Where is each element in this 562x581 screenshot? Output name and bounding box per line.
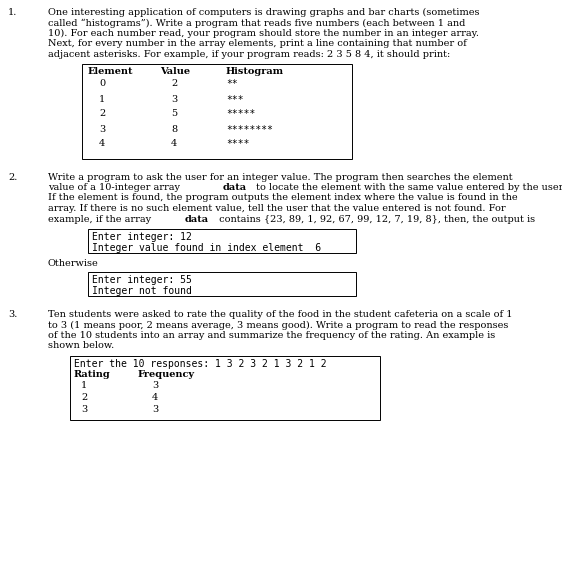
Bar <box>82 63 352 159</box>
Text: 4: 4 <box>171 139 177 149</box>
Text: Integer value found in index element  6: Integer value found in index element 6 <box>92 243 321 253</box>
Text: 1: 1 <box>81 381 87 390</box>
Text: If the element is found, the program outputs the element index where the value i: If the element is found, the program out… <box>48 193 518 203</box>
Text: contains {23, 89, 1, 92, 67, 99, 12, 7, 19, 8}, then, the output is: contains {23, 89, 1, 92, 67, 99, 12, 7, … <box>216 214 536 224</box>
Text: 1: 1 <box>99 95 105 103</box>
Text: 2.: 2. <box>8 173 17 181</box>
Text: ***: *** <box>226 95 243 105</box>
Text: Element: Element <box>88 66 134 76</box>
Bar <box>88 272 356 296</box>
Bar <box>70 356 380 420</box>
Text: Next, for every number in the array elements, print a line containing that numbe: Next, for every number in the array elem… <box>48 40 467 48</box>
Text: Value: Value <box>160 66 190 76</box>
Text: ********: ******** <box>226 124 273 134</box>
Text: 1.: 1. <box>8 8 17 17</box>
Text: **: ** <box>226 80 238 89</box>
Bar <box>88 229 356 253</box>
Text: Ten students were asked to rate the quality of the food in the student cafeteria: Ten students were asked to rate the qual… <box>48 310 513 319</box>
Text: 5: 5 <box>171 109 177 119</box>
Text: example, if the array: example, if the array <box>48 214 154 224</box>
Text: to locate the element with the same value entered by the user.: to locate the element with the same valu… <box>253 183 562 192</box>
Text: data: data <box>223 183 247 192</box>
Text: Enter integer: 55: Enter integer: 55 <box>92 275 192 285</box>
Text: called “histograms”). Write a program that reads five numbers (each between 1 an: called “histograms”). Write a program th… <box>48 19 465 28</box>
Text: Enter integer: 12: Enter integer: 12 <box>92 232 192 242</box>
Text: Rating: Rating <box>74 370 111 379</box>
Text: ****: **** <box>226 139 250 149</box>
Text: 2: 2 <box>81 393 87 402</box>
Text: 2: 2 <box>99 109 105 119</box>
Text: 4: 4 <box>152 393 158 402</box>
Text: adjacent asterisks. For example, if your program reads: 2 3 5 8 4, it should pri: adjacent asterisks. For example, if your… <box>48 50 450 59</box>
Text: 3: 3 <box>99 124 105 134</box>
Text: 3: 3 <box>81 405 87 414</box>
Text: to 3 (1 means poor, 2 means average, 3 means good). Write a program to read the : to 3 (1 means poor, 2 means average, 3 m… <box>48 321 509 329</box>
Text: 3: 3 <box>152 405 158 414</box>
Text: 3.: 3. <box>8 310 17 319</box>
Text: of the 10 students into an array and summarize the frequency of the rating. An e: of the 10 students into an array and sum… <box>48 331 495 340</box>
Text: 10). For each number read, your program should store the number in an integer ar: 10). For each number read, your program … <box>48 29 479 38</box>
Text: Histogram: Histogram <box>226 66 284 76</box>
Text: Integer not found: Integer not found <box>92 286 192 296</box>
Text: 8: 8 <box>171 124 177 134</box>
Text: *****: ***** <box>226 109 255 120</box>
Text: 2: 2 <box>171 80 177 88</box>
Text: data: data <box>185 214 209 224</box>
Text: 0: 0 <box>99 80 105 88</box>
Text: Write a program to ask the user for an integer value. The program then searches : Write a program to ask the user for an i… <box>48 173 513 181</box>
Text: 3: 3 <box>152 381 158 390</box>
Text: Frequency: Frequency <box>138 370 195 379</box>
Text: 3: 3 <box>171 95 177 103</box>
Text: One interesting application of computers is drawing graphs and bar charts (somet: One interesting application of computers… <box>48 8 479 17</box>
Text: Enter the 10 responses: 1 3 2 3 2 1 3 2 1 2: Enter the 10 responses: 1 3 2 3 2 1 3 2 … <box>74 359 327 369</box>
Text: 4: 4 <box>99 139 105 149</box>
Text: value of a 10-integer array: value of a 10-integer array <box>48 183 183 192</box>
Text: array. If there is no such element value, tell the user that the value entered i: array. If there is no such element value… <box>48 204 506 213</box>
Text: Otherwise: Otherwise <box>48 259 99 268</box>
Text: shown below.: shown below. <box>48 342 114 350</box>
